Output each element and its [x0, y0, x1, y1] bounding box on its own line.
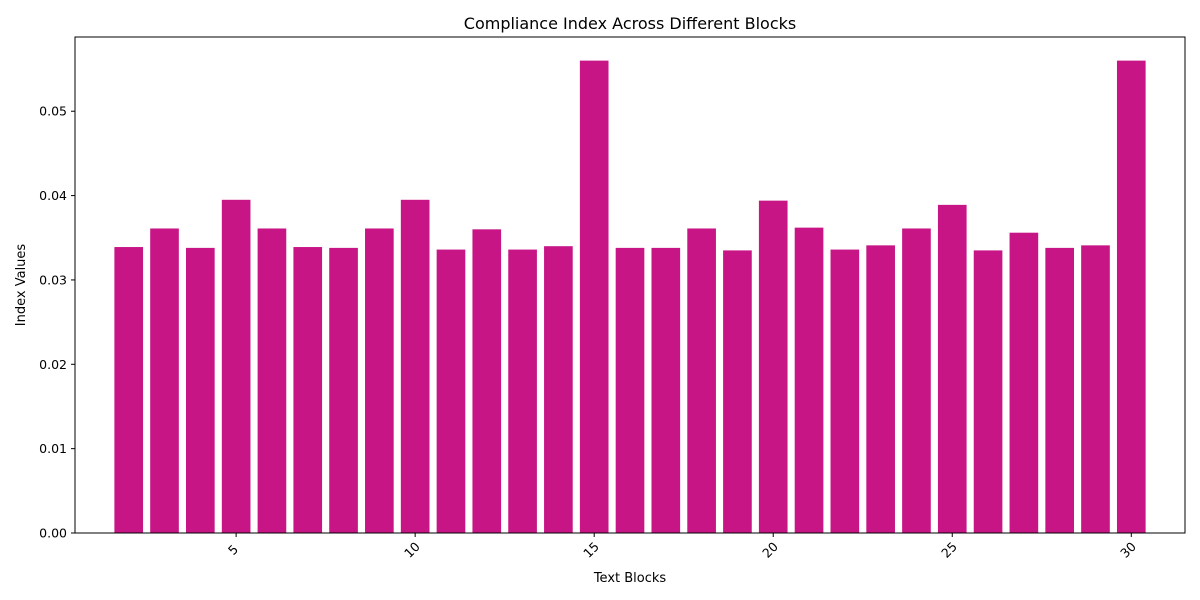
bar-block-26 — [973, 250, 1003, 533]
y-tick-label: 0.04 — [39, 188, 67, 203]
bar-block-22 — [830, 249, 860, 533]
x-tick-label: 5 — [225, 542, 241, 558]
bar-block-13 — [508, 249, 537, 533]
bar-block-12 — [472, 229, 502, 533]
y-tick-label: 0.01 — [39, 441, 67, 456]
y-axis: 0.00 0.01 0.02 0.03 0.04 0.05 — [39, 104, 75, 541]
bar-block-17 — [651, 247, 681, 533]
bar-block-9 — [365, 228, 394, 534]
bar-block-30 — [1116, 60, 1146, 534]
bar-block-16 — [615, 247, 645, 533]
bar-block-14 — [544, 246, 573, 533]
bar-block-11 — [436, 249, 466, 533]
plot-area-frame — [74, 36, 1186, 534]
x-tick-label: 15 — [580, 539, 602, 561]
y-tick-label: 0.05 — [39, 104, 67, 119]
bar-block-19 — [723, 250, 752, 533]
bar-block-20 — [758, 200, 788, 533]
y-axis-label: Index Values — [14, 244, 29, 327]
bar-block-21 — [794, 227, 824, 533]
bar-block-28 — [1045, 247, 1074, 533]
x-axis-label: Text Blocks — [593, 571, 667, 586]
bar-block-8 — [329, 247, 358, 533]
x-tick-label: 25 — [938, 539, 960, 561]
bar-block-4 — [186, 247, 215, 533]
bar-block-6 — [257, 228, 287, 534]
bar-block-2 — [114, 247, 144, 534]
bar-block-10 — [400, 199, 430, 534]
x-tick-label: 30 — [1117, 539, 1139, 561]
chart-title: Compliance Index Across Different Blocks — [464, 14, 796, 33]
y-tick-label: 0.02 — [39, 357, 67, 372]
y-tick-label: 0.00 — [39, 526, 67, 541]
bar-block-15 — [579, 60, 609, 534]
x-axis: 5 10 15 20 25 30 — [225, 533, 1139, 561]
bars-group — [114, 60, 1146, 534]
x-tick-label: 10 — [401, 539, 423, 561]
bar-block-24 — [902, 228, 931, 534]
bar-block-7 — [293, 247, 323, 534]
bar-block-3 — [150, 228, 179, 534]
y-tick-label: 0.03 — [39, 272, 67, 287]
bar-block-5 — [221, 199, 251, 534]
bar-block-23 — [866, 245, 895, 533]
bar-block-27 — [1009, 232, 1039, 533]
bar-block-18 — [687, 228, 716, 534]
bar-block-25 — [937, 204, 967, 534]
bar-block-29 — [1081, 245, 1110, 533]
x-tick-label: 20 — [759, 539, 781, 561]
